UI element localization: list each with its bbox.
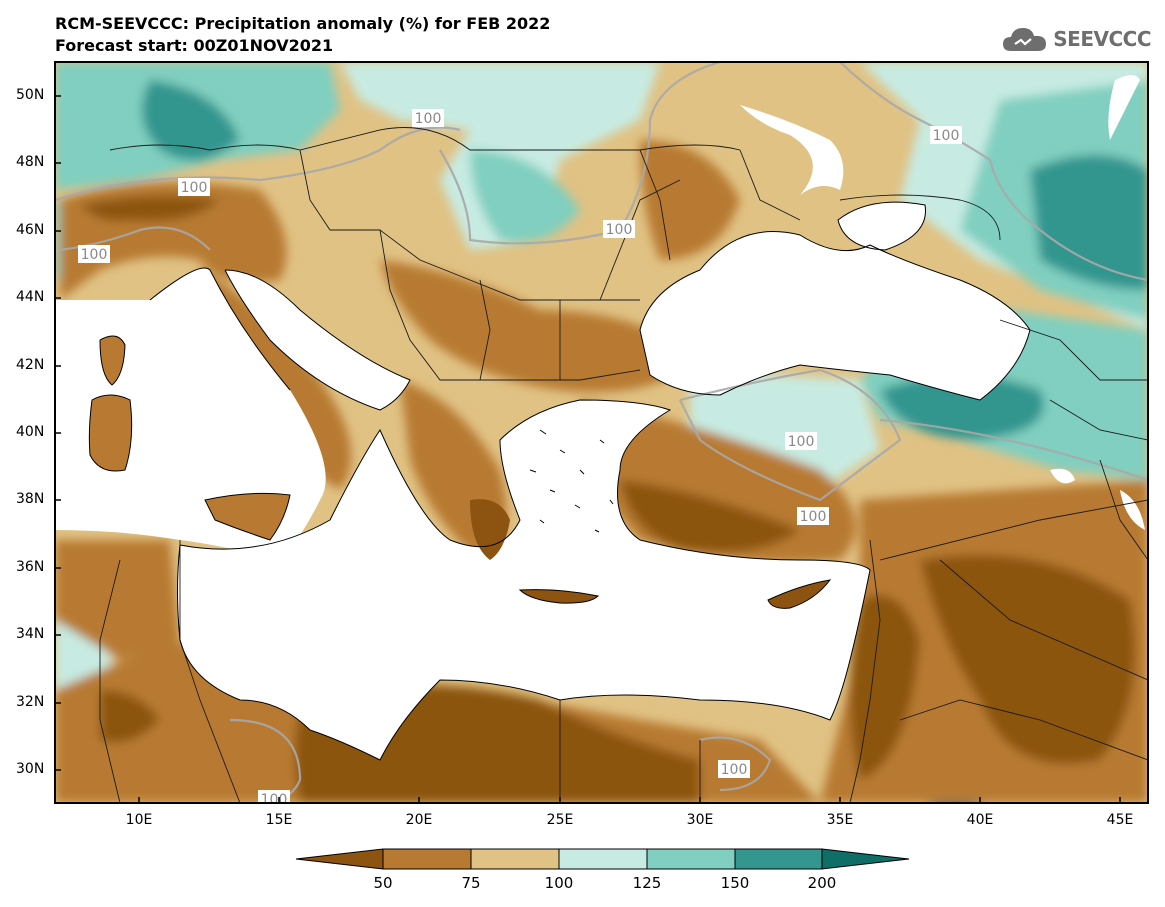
- contour-label-text: 100: [415, 111, 442, 127]
- colorbar-label: 200: [807, 874, 837, 892]
- corsica: [100, 336, 125, 385]
- lon-label: 40E: [966, 812, 994, 828]
- lon-label: 35E: [826, 812, 854, 828]
- cloud-icon: [1003, 28, 1047, 51]
- contour-label: 100: [797, 507, 829, 525]
- contour-label: 100: [178, 178, 210, 196]
- eastern-mediterranean: [177, 400, 870, 760]
- lon-label: 45E: [1106, 812, 1134, 828]
- tyrrhenian-sea: [130, 337, 300, 500]
- contour-label: 100: [412, 109, 444, 127]
- contour-label: 100: [603, 220, 635, 238]
- contour-label-text: 100: [606, 222, 633, 238]
- logo-text: SEEVCCC: [1053, 27, 1151, 51]
- anomaly-field: 100 100 100 100 100 100 100 100 100: [55, 62, 1148, 808]
- lat-label: 34N: [16, 626, 45, 642]
- adriatic-sea: [225, 270, 410, 410]
- colorbar-label: 50: [373, 874, 393, 892]
- lat-label: 42N: [16, 357, 45, 373]
- lon-label: 20E: [405, 812, 433, 828]
- map-title: RCM-SEEVCCC: Precipitation anomaly (%) f…: [55, 14, 551, 33]
- colorbar-label: 150: [720, 874, 750, 892]
- sicily: [205, 493, 290, 540]
- lon-label: 15E: [265, 812, 293, 828]
- contour-label-text: 100: [261, 792, 288, 808]
- sardinia: [89, 395, 132, 471]
- lat-label: 46N: [16, 222, 45, 238]
- contour-label: 100: [930, 126, 962, 144]
- lon-label: 25E: [546, 812, 574, 828]
- lat-label: 36N: [16, 559, 45, 575]
- contour-label: 100: [785, 432, 817, 450]
- contour-label-text: 100: [800, 509, 827, 525]
- lat-label: 40N: [16, 424, 45, 440]
- contour-label-text: 100: [181, 180, 208, 196]
- lat-label: 38N: [16, 491, 45, 507]
- colorbar-label: 75: [461, 874, 481, 892]
- contour-label-text: 100: [933, 128, 960, 144]
- contour-label: 100: [78, 245, 110, 263]
- lat-label: 48N: [16, 154, 45, 170]
- contour-label: 100: [258, 790, 290, 808]
- contour-label-text: 100: [721, 762, 748, 778]
- lat-label: 44N: [16, 289, 45, 305]
- contour-label-text: 100: [788, 434, 815, 450]
- black-sea: [640, 231, 1030, 400]
- seevccc-logo: SEEVCCC: [1001, 22, 1151, 56]
- contour-label-text: 100: [81, 247, 108, 263]
- azov-sea: [838, 202, 926, 250]
- colorbar-label: 100: [544, 874, 574, 892]
- peloponnese: [470, 499, 510, 560]
- lat-label: 32N: [16, 694, 45, 710]
- lat-label: 50N: [16, 87, 45, 103]
- cyprus: [768, 580, 830, 609]
- contour-label: 100: [718, 760, 750, 778]
- lon-label: 10E: [125, 812, 153, 828]
- colorbar-label: 125: [632, 874, 662, 892]
- lon-label: 30E: [686, 812, 714, 828]
- forecast-start: Forecast start: 00Z01NOV2021: [55, 36, 334, 55]
- lat-label: 30N: [16, 761, 45, 777]
